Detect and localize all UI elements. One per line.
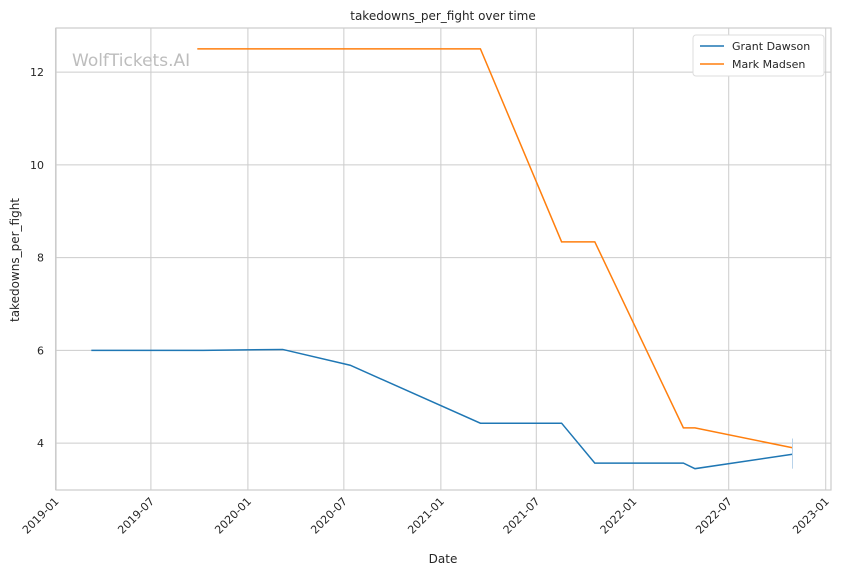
y-tick-label: 4 xyxy=(37,437,44,450)
y-axis-label: takedowns_per_fight xyxy=(8,198,22,322)
y-tick-label: 12 xyxy=(30,66,44,79)
y-tick-label: 8 xyxy=(37,252,44,265)
y-tick-label: 6 xyxy=(37,344,44,357)
x-tick-label: 2019-01 xyxy=(20,495,62,537)
x-axis-label: Date xyxy=(429,552,458,566)
plot-frame xyxy=(55,27,832,491)
x-tick-label: 2021-07 xyxy=(501,495,543,537)
series-line-mark-madsen xyxy=(197,48,793,449)
legend-box xyxy=(692,34,825,77)
x-tick-label: 2020-01 xyxy=(212,495,254,537)
watermark: WolfTickets.AI xyxy=(72,51,190,71)
y-tick-label: 10 xyxy=(30,159,44,172)
legend-label-mark-madsen: Mark Madsen xyxy=(732,58,805,71)
x-tick-label: 2023-01 xyxy=(790,495,832,537)
x-tick-label: 2022-07 xyxy=(693,495,735,537)
x-tick-label: 2021-01 xyxy=(405,495,447,537)
legend-label-grant-dawson: Grant Dawson xyxy=(732,40,810,53)
series-line-grant-dawson xyxy=(91,348,793,470)
x-tick-label: 2019-07 xyxy=(115,495,157,537)
x-tick-label: 2022-01 xyxy=(598,495,640,537)
chart-title: takedowns_per_fight over time xyxy=(350,9,536,23)
x-tick-label: 2020-07 xyxy=(308,495,350,537)
legend: Grant Dawson Mark Madsen xyxy=(692,34,825,77)
